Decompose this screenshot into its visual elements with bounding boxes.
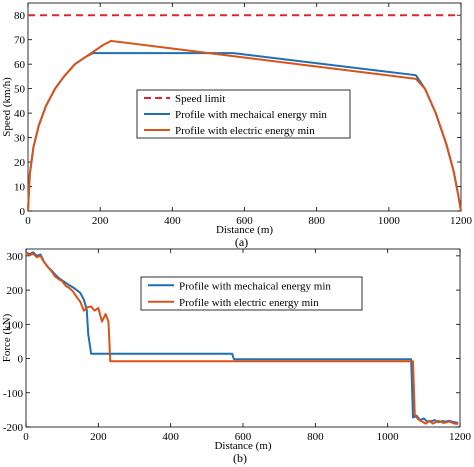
y-tick-label: 200 <box>7 285 24 297</box>
legend-label-3: Profile with electric energy min <box>175 125 315 137</box>
y-tick-label: 0 <box>20 206 26 218</box>
x-tick-label: 0 <box>23 431 29 443</box>
y-tick-label: 70 <box>14 35 26 47</box>
panel-label: (b) <box>233 451 247 465</box>
legend-label-1: Profile with mechaical energy min <box>179 280 331 292</box>
plot-area-frame <box>25 248 461 428</box>
y-tick-label: 0 <box>18 354 24 366</box>
legend-box <box>140 276 363 311</box>
x-tick-label: 400 <box>164 215 181 227</box>
y-tick-label: 10 <box>14 182 26 194</box>
x-tick-label: 1000 <box>377 431 400 443</box>
y-tick-label: 300 <box>7 251 24 263</box>
force-profile-chart: 0 200 400 600 800 1000 12003002001000-100-200D… <box>1 248 472 465</box>
legend-label-1: Speed limit <box>175 93 225 105</box>
legend: Profile with mechaical energy min Profile… <box>140 276 363 311</box>
y-axis-label: Speed (km/h) <box>1 77 13 137</box>
x-tick-label: 200 <box>90 431 107 443</box>
x-tick-label: 1200 <box>450 215 473 227</box>
x-tick-label: 800 <box>308 215 325 227</box>
y-tick-label: 30 <box>14 133 26 145</box>
x-axis-label: Distance (m) <box>214 440 271 452</box>
y-tick-label: 80 <box>14 10 26 22</box>
y-tick-label: 60 <box>14 59 26 71</box>
x-tick-label: 600 <box>235 431 252 443</box>
series-line-3 <box>27 39 462 212</box>
legend: Speed limit Profile with mechaical energy… <box>136 89 351 139</box>
y-tick-label: 100 <box>7 319 24 331</box>
legend-box <box>136 89 351 139</box>
x-tick-label: 1200 <box>449 431 472 443</box>
speed-profile-chart: 0 200 400 600 800 1000 1200 0 10 20 30 40 50 60 70 80 Di… <box>1 2 473 249</box>
y-tick-label: 50 <box>14 84 26 96</box>
y-tick-label: -100 <box>3 388 24 400</box>
y-axis-label: Force (kN) <box>1 313 13 362</box>
y-tick-label: 20 <box>14 157 26 169</box>
series-line-2 <box>25 251 459 425</box>
panel-label: (a) <box>235 235 248 249</box>
x-tick-label: 1000 <box>378 215 401 227</box>
legend-label-2: Profile with electric energy min <box>179 297 319 309</box>
x-tick-label: 800 <box>307 431 324 443</box>
x-tick-label: 0 <box>25 215 31 227</box>
legend-label-2: Profile with mechaical energy min <box>175 109 327 121</box>
x-tick-label: 600 <box>236 215 253 227</box>
y-tick-label: -200 <box>3 422 24 434</box>
x-tick-label: 200 <box>92 215 109 227</box>
x-axis-label: Distance (m) <box>216 224 273 236</box>
y-tick-label: 40 <box>14 108 26 120</box>
x-tick-label: 400 <box>162 431 179 443</box>
